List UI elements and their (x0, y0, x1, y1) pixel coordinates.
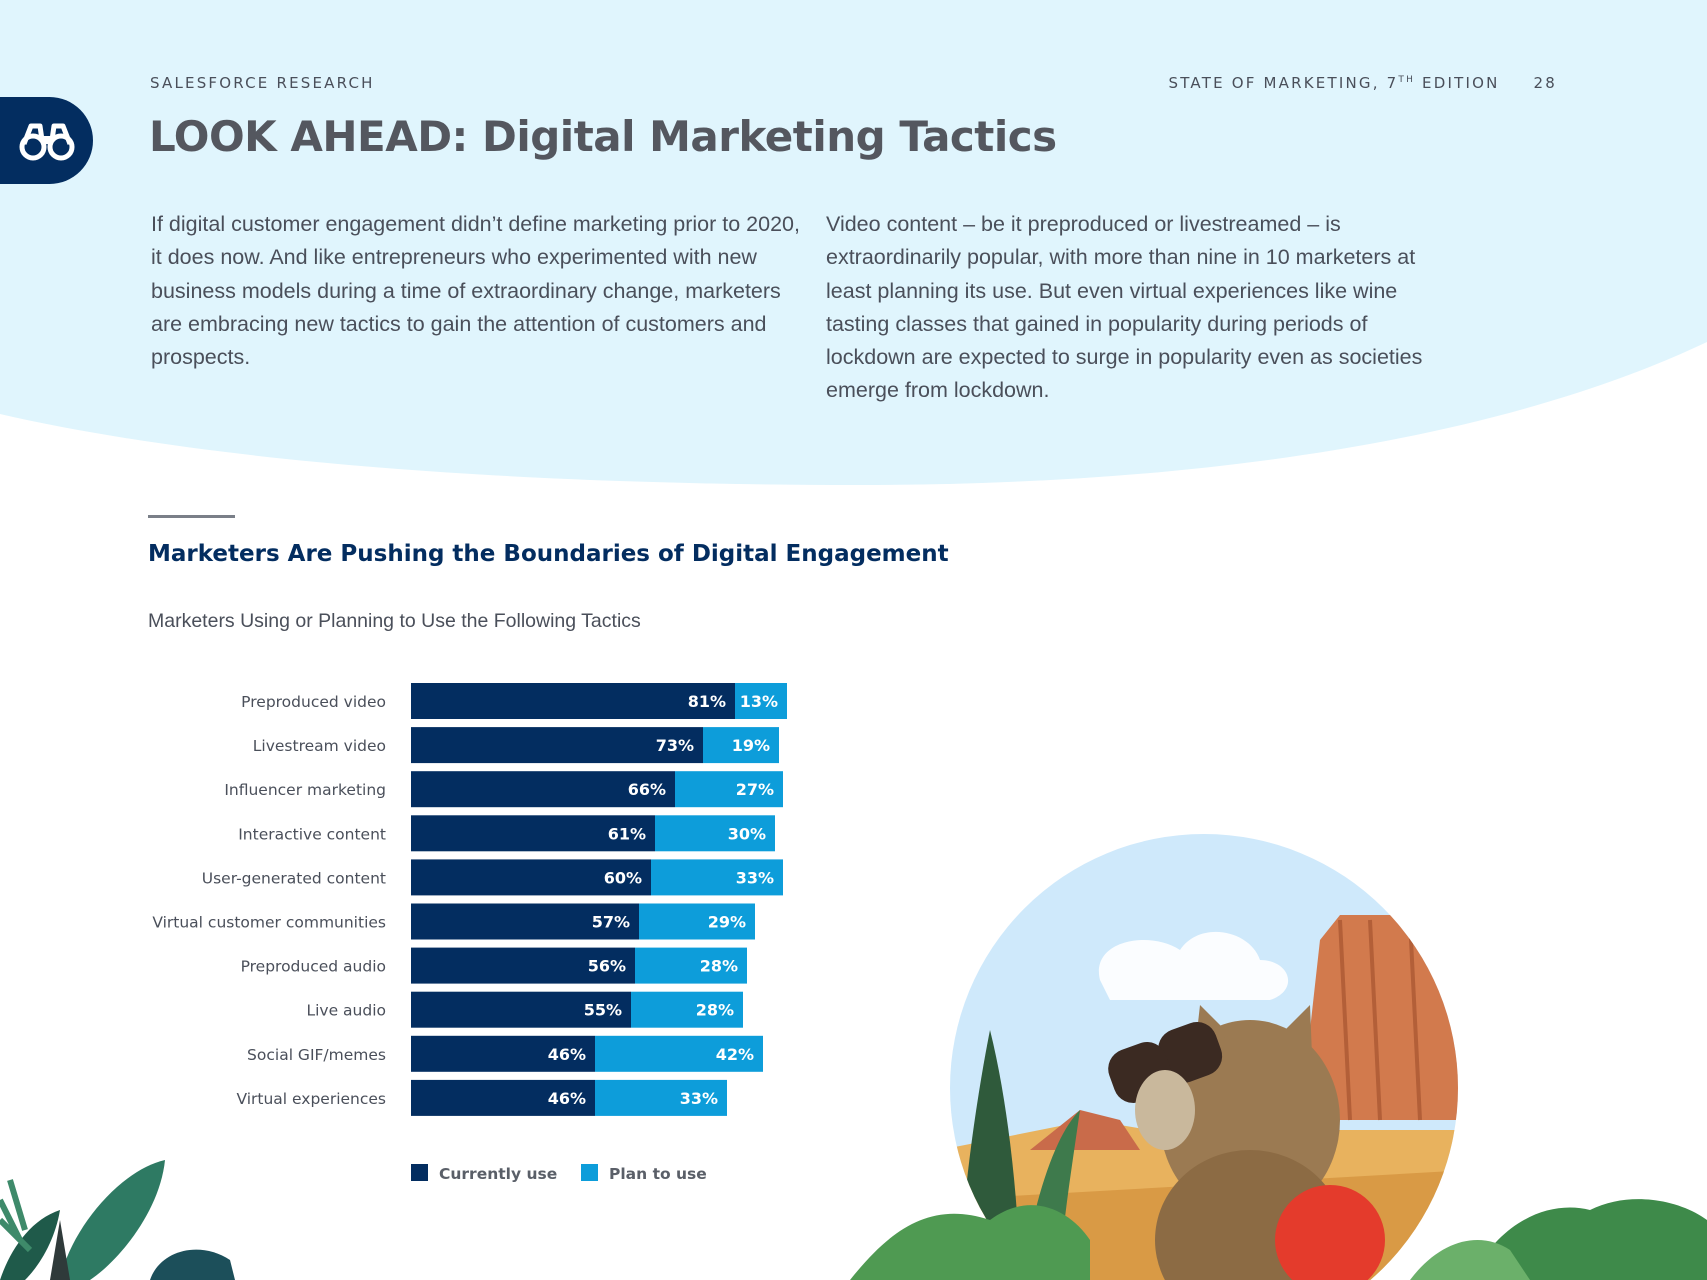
category-label: Social GIF/memes (247, 1046, 386, 1064)
data-label: 73% (656, 736, 694, 755)
bar-currently-use (411, 815, 655, 852)
mascot-binoculars-illustration (850, 834, 1707, 1280)
bar-plan-to-use (703, 727, 779, 764)
data-label: 33% (736, 868, 774, 887)
bar-currently-use (411, 727, 703, 764)
data-label: 56% (588, 957, 626, 976)
intro-paragraph-left: If digital customer engagement didn’t de… (151, 212, 800, 370)
page-title: LOOK AHEAD: Digital Marketing Tactics (149, 112, 1057, 161)
section-badge (0, 97, 93, 184)
bar-plan-to-use (675, 771, 783, 808)
legend-label: Currently use (439, 1165, 557, 1183)
bar-plan-to-use (655, 815, 775, 852)
category-label: Preproduced audio (241, 958, 386, 976)
legend-swatch (581, 1164, 598, 1181)
bar-plan-to-use (651, 859, 783, 896)
data-label: 28% (700, 957, 738, 976)
chart-title: Marketers Are Pushing the Boundaries of … (148, 541, 949, 567)
binoculars-icon (19, 123, 74, 160)
data-label: 13% (740, 692, 778, 711)
legend-swatch (411, 1164, 428, 1181)
bar-plan-to-use (595, 1035, 763, 1072)
bar-currently-use (411, 947, 635, 984)
category-label: Interactive content (238, 825, 386, 843)
bar-plan-to-use (735, 683, 787, 719)
data-label: 29% (708, 913, 746, 932)
bar-plan-to-use (631, 991, 743, 1028)
bar-currently-use (411, 859, 651, 896)
category-label: Live audio (306, 1002, 386, 1020)
report-edition: STATE OF MARKETING, 7TH EDITION (1168, 74, 1500, 92)
bar-currently-use (411, 771, 675, 808)
category-label: Virtual experiences (236, 1090, 386, 1108)
data-label: 57% (592, 913, 630, 932)
category-label: Livestream video (253, 737, 386, 755)
bar-currently-use (411, 903, 639, 940)
stacked-bar-chart: Preproduced video 81% 13% Livestream video 7… (152, 683, 787, 1183)
data-label: 42% (716, 1045, 754, 1064)
page-number: 28 (1533, 74, 1557, 92)
category-label: Influencer marketing (224, 781, 386, 799)
section-divider (148, 515, 235, 518)
data-label: 30% (728, 824, 766, 843)
header-background-wave (0, 0, 1707, 485)
intro-paragraph-right: Video content – be it preproduced or liv… (826, 212, 1423, 403)
data-label: 46% (548, 1045, 586, 1064)
report-edition-header: STATE OF MARKETING, 7TH EDITION 28 (1169, 74, 1558, 92)
data-label: 60% (604, 868, 642, 887)
category-label: Preproduced video (241, 693, 386, 711)
bar-plan-to-use (595, 1079, 727, 1116)
bar-currently-use (411, 683, 735, 719)
bar-currently-use (411, 1079, 595, 1116)
bar-plan-to-use (635, 947, 747, 984)
legend-label: Plan to use (609, 1165, 707, 1183)
data-label: 61% (608, 824, 646, 843)
data-label: 33% (680, 1089, 718, 1108)
data-label: 66% (628, 780, 666, 799)
data-label: 28% (696, 1001, 734, 1020)
bar-currently-use (411, 1035, 595, 1072)
data-label: 81% (688, 692, 726, 711)
chart-subtitle: Marketers Using or Planning to Use the F… (148, 610, 641, 632)
bar-currently-use (411, 991, 631, 1028)
report-source: SALESFORCE RESEARCH (150, 74, 375, 92)
data-label: 27% (736, 780, 774, 799)
bar-plan-to-use (639, 903, 755, 940)
data-label: 46% (548, 1089, 586, 1108)
category-label: Virtual customer communities (152, 914, 386, 932)
data-label: 55% (584, 1001, 622, 1020)
decorative-leaves (0, 1160, 235, 1280)
category-label: User-generated content (202, 869, 386, 887)
data-label: 19% (732, 736, 770, 755)
